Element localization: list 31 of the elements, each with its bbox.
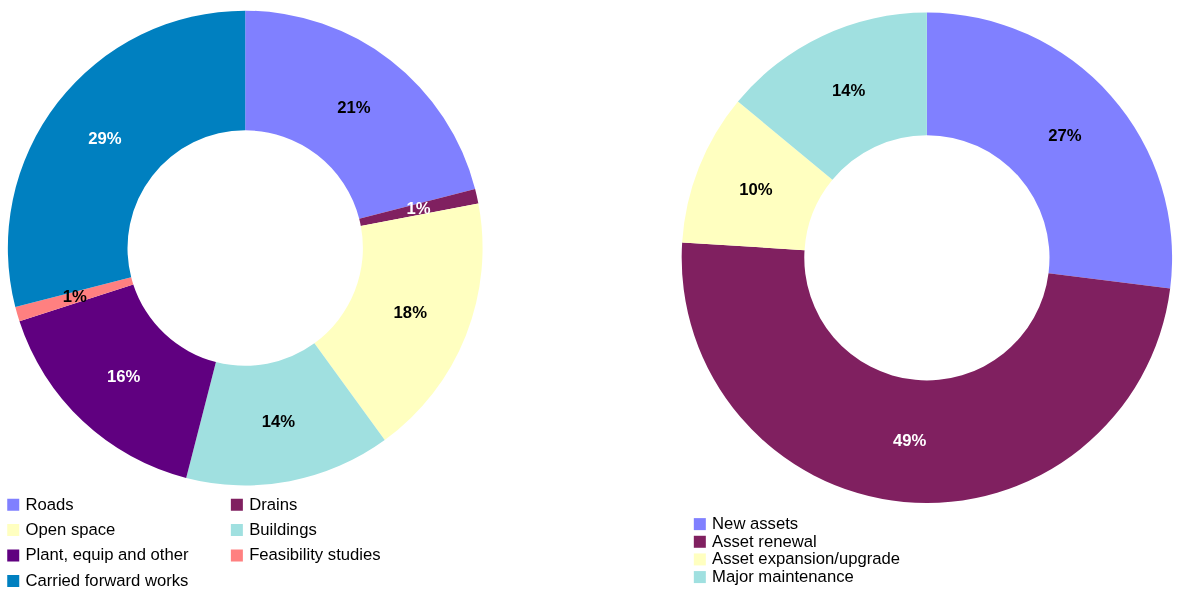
donut-slice [19, 284, 216, 478]
data-label: 1% [406, 199, 431, 219]
donut-slice [7, 10, 246, 308]
legend-label: Feasibility studies [249, 545, 381, 565]
donut-slice [314, 203, 483, 441]
data-label: 1% [62, 287, 87, 307]
data-label: 29% [88, 129, 122, 149]
donut-slice [926, 12, 1173, 289]
donut-slice [245, 10, 476, 219]
donut-slice [737, 12, 927, 180]
legend-label: Buildings [249, 519, 317, 539]
legend-label: Asset renewal [712, 531, 817, 551]
data-label: 14% [831, 81, 866, 101]
legend-label: Asset expansion/upgrade [712, 549, 901, 569]
data-label: 10% [739, 180, 773, 200]
legend-label: Carried forward works [25, 570, 189, 590]
data-label: 18% [393, 303, 428, 323]
data-label: 27% [1048, 126, 1082, 146]
data-label: 21% [337, 97, 371, 117]
legend-label: Open space [25, 519, 116, 539]
legend-label: Major maintenance [712, 566, 854, 586]
data-label: 49% [892, 430, 927, 450]
legend-label: Plant, equip and other [25, 545, 189, 565]
donut-slice [682, 101, 833, 251]
legend-label: New assets [712, 514, 799, 534]
data-label: 16% [107, 367, 141, 387]
donut-slice [186, 343, 385, 486]
data-label: 14% [261, 412, 296, 432]
legend-label: Roads [25, 494, 74, 514]
donut-slice [682, 242, 1171, 503]
legend-label: Drains [249, 494, 298, 514]
